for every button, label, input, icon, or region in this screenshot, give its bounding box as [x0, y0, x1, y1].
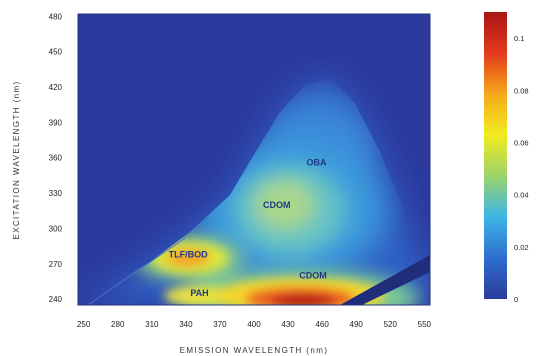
heatmap-blob-cdom-low-core: [271, 294, 335, 305]
heatmap-blob-tlf-core: [166, 249, 210, 267]
colorbar-tick-label: 0.02: [514, 243, 529, 252]
x-axis-ticks: 250 280 310 340 370 400 430 460 490 520 550: [77, 320, 432, 329]
heatmap-area: [78, 14, 430, 305]
peak-label: OBA: [306, 157, 327, 167]
heatmap-blob-pah: [164, 286, 236, 305]
x-tick-label: 430: [281, 320, 295, 329]
scatter-line-lower: [87, 237, 186, 305]
x-tick-label: 310: [145, 320, 159, 329]
colorbar-tick-label: 0.06: [514, 138, 529, 147]
peak-label: PAH: [190, 288, 208, 298]
y-tick-label: 330: [49, 189, 63, 198]
y-tick-label: 360: [49, 154, 63, 163]
x-axis-label: EMISSION WAVELENGTH (nm): [180, 346, 329, 355]
peak-annotations: OBA CDOM TLF/BOD CDOM PAH: [169, 157, 327, 298]
scatter-band: [340, 255, 430, 305]
x-tick-label: 400: [247, 320, 261, 329]
y-tick-label: 270: [49, 260, 63, 269]
x-tick-label: 280: [111, 320, 125, 329]
y-tick-label: 240: [49, 295, 63, 304]
peak-label: TLF/BOD: [169, 249, 208, 259]
y-tick-label: 390: [49, 118, 63, 127]
colorbar-tick-label: 0.04: [514, 191, 529, 200]
peak-label: CDOM: [299, 271, 327, 281]
y-tick-label: 450: [49, 48, 63, 57]
x-tick-label: 340: [179, 320, 193, 329]
colorbar-ticks: 0 0.02 0.04 0.06 0.08 0.1: [514, 34, 529, 304]
x-tick-label: 520: [384, 320, 398, 329]
colorbar-tick-label: 0: [514, 295, 518, 304]
x-tick-label: 460: [315, 320, 329, 329]
x-tick-label: 550: [418, 320, 432, 329]
heatmap-blob-cdom-mid-core: [255, 180, 315, 230]
y-tick-label: 300: [49, 224, 63, 233]
colorbar: [484, 12, 507, 299]
y-tick-label: 480: [49, 12, 63, 21]
x-tick-label: 370: [213, 320, 227, 329]
colorbar-tick-label: 0.08: [514, 86, 529, 95]
colorbar-tick-label: 0.1: [514, 34, 524, 43]
plot-frame: [77, 13, 431, 306]
y-axis-label: EXCITATION WAVELENGTH (nm): [12, 80, 21, 239]
y-axis-ticks: 240 270 300 330 360 390 420 450 480: [49, 12, 63, 304]
x-tick-label: 490: [350, 320, 364, 329]
peak-label: CDOM: [263, 200, 291, 210]
x-tick-label: 250: [77, 320, 91, 329]
y-tick-label: 420: [49, 83, 63, 92]
